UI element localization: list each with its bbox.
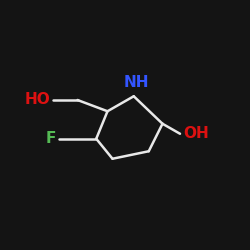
Text: NH: NH bbox=[124, 75, 149, 90]
Text: F: F bbox=[46, 131, 56, 146]
Text: OH: OH bbox=[184, 126, 210, 141]
Text: HO: HO bbox=[24, 92, 50, 108]
